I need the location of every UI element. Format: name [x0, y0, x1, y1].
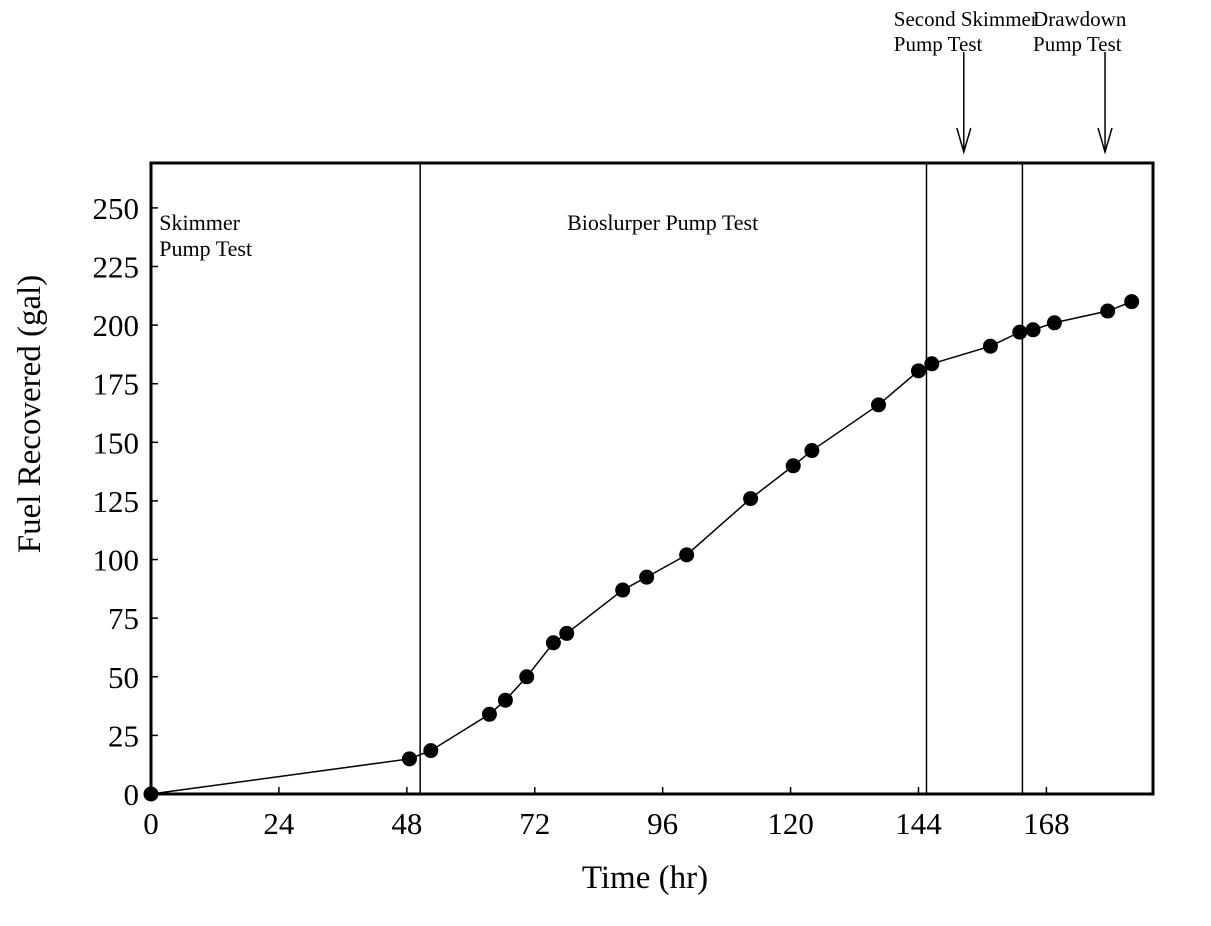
y-tick-label: 175: [93, 367, 140, 402]
x-tick-label: 96: [647, 806, 678, 841]
data-point: [1124, 294, 1140, 310]
data-point: [639, 569, 655, 585]
data-point: [519, 669, 535, 685]
x-tick-label: 72: [519, 806, 550, 841]
annotation-arrow-head: [1097, 127, 1113, 155]
y-tick-label: 225: [93, 250, 140, 285]
phase-label-1: Bioslurper Pump Test: [567, 210, 758, 235]
x-tick-label: 0: [143, 806, 159, 841]
x-tick-label: 144: [895, 806, 942, 841]
data-point: [982, 338, 998, 354]
top-annotation-1: Drawdown Pump Test: [1033, 7, 1127, 56]
data-point: [481, 706, 497, 722]
x-tick-label: 24: [263, 806, 295, 841]
phase-dividers: [419, 163, 1024, 794]
y-tick-label: 150: [93, 425, 140, 460]
data-point: [423, 743, 439, 759]
data-point: [1012, 324, 1028, 340]
data-point: [804, 443, 820, 459]
data-point: [1025, 322, 1041, 338]
phase-label-0: Skimmer Pump Test: [159, 210, 252, 261]
axis-ticks: 0 24 48 72 96 120 144 168 0 25 50 75 100 125 150 175 200…: [93, 191, 1070, 841]
data-point: [545, 635, 561, 651]
data-points: [143, 294, 1140, 802]
top-annotation-line: Drawdown: [1033, 7, 1127, 31]
y-tick-label: 75: [108, 601, 139, 636]
y-tick-label: 25: [108, 718, 139, 753]
data-point: [924, 356, 940, 372]
x-tick-label: 168: [1023, 806, 1070, 841]
x-tick-label: 120: [767, 806, 814, 841]
data-point: [497, 692, 513, 708]
data-point: [1100, 303, 1116, 319]
data-point: [679, 547, 695, 563]
x-tick-label: 48: [391, 806, 422, 841]
y-tick-label: 50: [108, 660, 139, 695]
y-tick-label: 100: [93, 543, 140, 578]
data-point: [1046, 315, 1062, 331]
series-polyline: [150, 300, 1132, 795]
data-point: [785, 458, 801, 474]
data-point: [401, 751, 417, 767]
series-line: [150, 300, 1132, 795]
y-tick-label: 0: [124, 777, 140, 812]
x-axis-label: Time (hr): [582, 860, 708, 896]
phase-label-line: Skimmer: [159, 210, 240, 235]
data-point: [743, 491, 759, 507]
top-annotation-0: Second Skimmer Pump Test: [894, 7, 1038, 56]
data-point: [559, 625, 575, 641]
plot-frame: [149, 161, 1155, 796]
top-annotation-line: Second Skimmer: [894, 7, 1038, 31]
phase-label-line: Pump Test: [159, 236, 252, 261]
data-point: [910, 363, 926, 379]
annotation-arrow-head: [956, 127, 972, 155]
y-tick-label: 250: [93, 191, 140, 226]
y-tick-label: 125: [93, 484, 140, 519]
plot-area: [149, 161, 1155, 796]
data-point: [871, 397, 887, 413]
top-annotation-line: Pump Test: [894, 32, 983, 56]
top-annotation-line: Pump Test: [1033, 32, 1122, 56]
phase-label-line: Bioslurper Pump Test: [567, 210, 758, 235]
y-tick-label: 200: [93, 308, 140, 343]
data-point: [615, 582, 631, 598]
y-axis-label: Fuel Recovered (gal): [12, 275, 48, 554]
